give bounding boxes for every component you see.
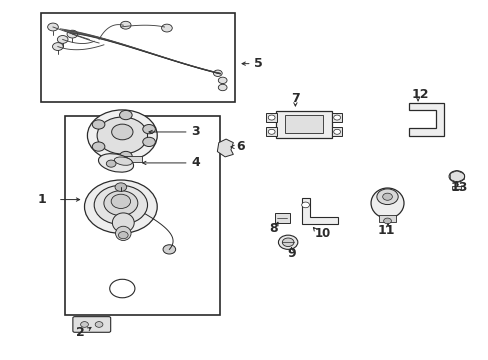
Circle shape [282, 238, 293, 247]
Bar [284, 115, 323, 133]
Circle shape [333, 129, 340, 134]
Circle shape [81, 321, 88, 327]
Text: 9: 9 [286, 247, 295, 260]
Polygon shape [301, 198, 337, 225]
Circle shape [87, 110, 157, 161]
Circle shape [448, 171, 464, 182]
Circle shape [161, 24, 172, 32]
Bar [266, 127, 276, 136]
Bar [451, 186, 460, 189]
Circle shape [47, 23, 58, 31]
Circle shape [52, 42, 63, 50]
Text: 13: 13 [449, 181, 467, 194]
Ellipse shape [98, 154, 133, 172]
Circle shape [333, 115, 340, 120]
Circle shape [84, 180, 157, 233]
Text: 7: 7 [291, 93, 300, 105]
Ellipse shape [115, 226, 131, 240]
Circle shape [118, 231, 128, 239]
Text: 3: 3 [191, 126, 200, 139]
Text: 8: 8 [269, 222, 277, 235]
Circle shape [111, 194, 130, 208]
Text: 11: 11 [377, 224, 394, 237]
Text: 6: 6 [236, 140, 245, 153]
Circle shape [383, 218, 390, 224]
Circle shape [92, 120, 104, 129]
Ellipse shape [370, 188, 403, 218]
Text: 2: 2 [76, 326, 84, 339]
Circle shape [95, 321, 102, 327]
Text: 4: 4 [191, 157, 200, 170]
Circle shape [163, 245, 175, 254]
Polygon shape [408, 103, 443, 135]
Circle shape [103, 191, 138, 216]
Circle shape [97, 117, 147, 154]
Ellipse shape [112, 213, 134, 233]
Text: 1: 1 [38, 193, 47, 206]
Bar [331, 113, 342, 122]
Bar [275, 111, 331, 138]
Text: 12: 12 [411, 88, 428, 101]
Circle shape [213, 70, 222, 76]
Text: 10: 10 [314, 227, 330, 240]
Bar [274, 213, 289, 223]
Circle shape [142, 137, 155, 147]
Circle shape [115, 183, 126, 192]
Ellipse shape [114, 157, 132, 165]
Bar [378, 215, 395, 222]
Bar [41, 13, 234, 102]
Circle shape [111, 124, 133, 140]
Circle shape [120, 21, 131, 29]
Circle shape [218, 84, 226, 91]
Circle shape [268, 129, 274, 134]
Circle shape [106, 160, 116, 167]
Bar [266, 113, 276, 122]
Circle shape [119, 111, 132, 120]
Circle shape [301, 202, 309, 208]
Bar [102, 156, 142, 162]
Circle shape [142, 125, 155, 134]
Circle shape [382, 193, 391, 200]
Text: 5: 5 [254, 57, 263, 70]
Circle shape [218, 77, 226, 84]
FancyBboxPatch shape [73, 317, 110, 332]
Circle shape [92, 142, 104, 151]
Circle shape [67, 30, 78, 38]
Circle shape [376, 189, 397, 204]
Circle shape [94, 185, 147, 225]
Circle shape [119, 151, 132, 161]
Circle shape [57, 36, 68, 43]
Circle shape [278, 235, 297, 249]
Bar [65, 116, 220, 315]
Circle shape [268, 115, 274, 120]
Bar [331, 127, 342, 136]
Polygon shape [217, 139, 233, 157]
